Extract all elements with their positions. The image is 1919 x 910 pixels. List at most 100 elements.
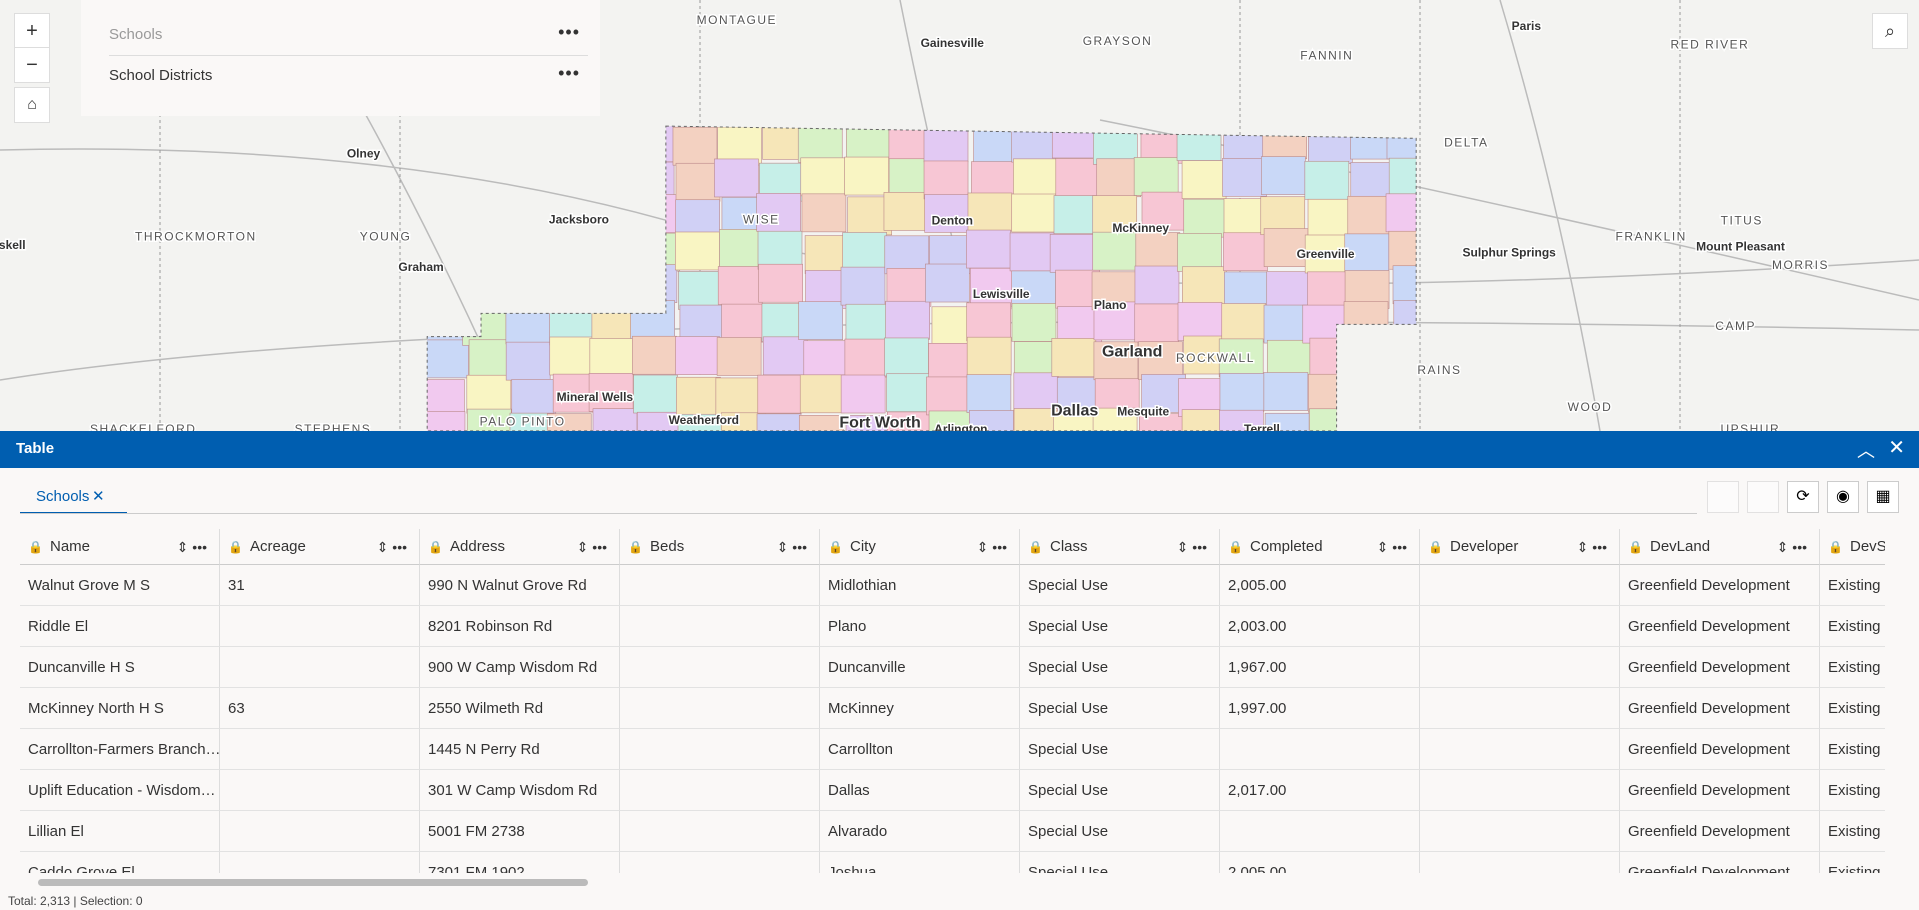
district — [546, 413, 592, 431]
district — [427, 339, 469, 379]
table-cell — [1420, 647, 1620, 688]
district — [1263, 228, 1309, 267]
district — [1135, 232, 1181, 271]
district — [798, 415, 844, 431]
table-cell — [1220, 811, 1420, 852]
column-header[interactable]: Completed 🔒 ⇕ ••• — [1220, 529, 1420, 565]
district — [1266, 339, 1312, 379]
search[interactable]: ⌕ — [1872, 13, 1908, 49]
options[interactable]: ▦ — [1867, 481, 1899, 513]
district — [675, 336, 720, 375]
tab-label: Schools — [36, 488, 90, 505]
table-cell: Existing — [1820, 647, 1885, 688]
column-header[interactable]: Developer 🔒 ⇕ ••• — [1420, 529, 1620, 565]
district — [966, 336, 1012, 376]
table-cell — [1420, 852, 1620, 873]
show-hide[interactable]: ◉ — [1827, 481, 1859, 513]
district — [757, 230, 803, 270]
table-cell: Riddle El — [20, 606, 220, 647]
zoom-in[interactable]: + — [14, 13, 50, 49]
place-label: Paris — [1512, 19, 1542, 33]
district — [720, 412, 766, 431]
tool-button[interactable] — [1747, 481, 1779, 513]
district — [798, 301, 843, 340]
tab[interactable]: Schools ✕ — [20, 484, 127, 514]
district — [672, 126, 718, 166]
table-cell — [620, 647, 820, 688]
table-cell: 1,997.00 — [1220, 688, 1420, 729]
table-cell — [620, 811, 820, 852]
place-label: Olney — [347, 146, 381, 160]
district — [797, 126, 843, 163]
tool-button[interactable] — [1707, 481, 1739, 513]
district — [884, 337, 929, 377]
column-header[interactable]: DevSt🔒⇕ ••• — [1820, 529, 1885, 565]
column-header[interactable]: Name 🔒 ⇕ ••• — [20, 529, 220, 565]
district — [1009, 232, 1055, 272]
home[interactable]: ⌂ — [14, 87, 50, 123]
layer-menu[interactable]: ••• — [558, 63, 580, 83]
zoom-out[interactable]: − — [14, 47, 50, 83]
place-label: PALO PINTO — [480, 414, 566, 428]
close[interactable]: ✕ — [1888, 437, 1905, 459]
district — [1139, 413, 1184, 431]
district — [924, 194, 970, 233]
district — [840, 374, 886, 414]
table-cell: Dallas — [820, 770, 1020, 811]
table-cell — [1420, 565, 1620, 606]
district — [799, 374, 845, 414]
layer[interactable]: Schools — [109, 26, 163, 43]
district — [1388, 157, 1417, 197]
collapse[interactable]: ︿ — [1857, 441, 1875, 461]
table-cell: Special Use — [1020, 688, 1220, 729]
district — [589, 338, 635, 377]
place-label: THROCKMORTON — [135, 230, 257, 244]
column-header[interactable]: Beds 🔒 ⇕ ••• — [620, 529, 820, 565]
column-header[interactable]: DevLand 🔒 ⇕ ••• — [1620, 529, 1820, 565]
table-cell: Duncanville H S — [20, 647, 220, 688]
table-cell: 990 N Walnut Grove Rd — [420, 565, 620, 606]
table-cell — [220, 647, 420, 688]
district — [1049, 233, 1095, 273]
table-cell — [1420, 688, 1620, 729]
table-cell: Special Use — [1020, 852, 1220, 873]
column-header[interactable]: Address 🔒 ⇕ ••• — [420, 529, 620, 565]
place-label: STEPHENS — [295, 422, 372, 431]
table-cell — [620, 852, 820, 873]
district — [844, 156, 889, 196]
district — [842, 232, 887, 271]
table-cell — [1420, 770, 1620, 811]
place-label: Weatherford — [669, 413, 739, 427]
table-cell: Carrollton-Farmers Branch… — [20, 729, 220, 770]
column-header[interactable]: Acreage 🔒 ⇕ ••• — [220, 529, 420, 565]
district — [1219, 409, 1264, 431]
district — [884, 235, 930, 275]
district — [925, 263, 970, 303]
district — [845, 415, 891, 431]
layer-list: Schools ••• School Districts ••• — [81, 0, 600, 116]
layer-menu[interactable]: ••• — [558, 22, 580, 42]
table-cell: McKinney — [820, 688, 1020, 729]
table-cell: Duncanville — [820, 647, 1020, 688]
refresh[interactable]: ⟳ — [1787, 481, 1819, 513]
district — [1264, 412, 1310, 431]
district — [1055, 158, 1101, 197]
district — [588, 373, 634, 412]
table-cell: Existing — [1820, 811, 1885, 852]
district — [716, 337, 762, 376]
district — [675, 231, 720, 271]
table-cell: Special Use — [1020, 729, 1220, 770]
district — [677, 271, 723, 310]
column-header[interactable]: City 🔒 ⇕ ••• — [820, 529, 1020, 565]
table-cell: Existing — [1820, 688, 1885, 729]
table-cell: Greenfield Development — [1620, 688, 1820, 729]
district — [675, 162, 721, 202]
district — [969, 267, 1015, 307]
layer[interactable]: School Districts — [109, 67, 213, 84]
table-cell: 63 — [220, 688, 420, 729]
table-cell: Uplift Education - Wisdom… — [20, 770, 220, 811]
place-label: Denton — [932, 214, 973, 228]
column-header[interactable]: Class 🔒 ⇕ ••• — [1020, 529, 1220, 565]
map[interactable]: MONTAGUE Gainesville GRAYSON FANNIN RED RIVE… — [0, 0, 1919, 431]
place-label: UPSHUR — [1720, 422, 1780, 431]
